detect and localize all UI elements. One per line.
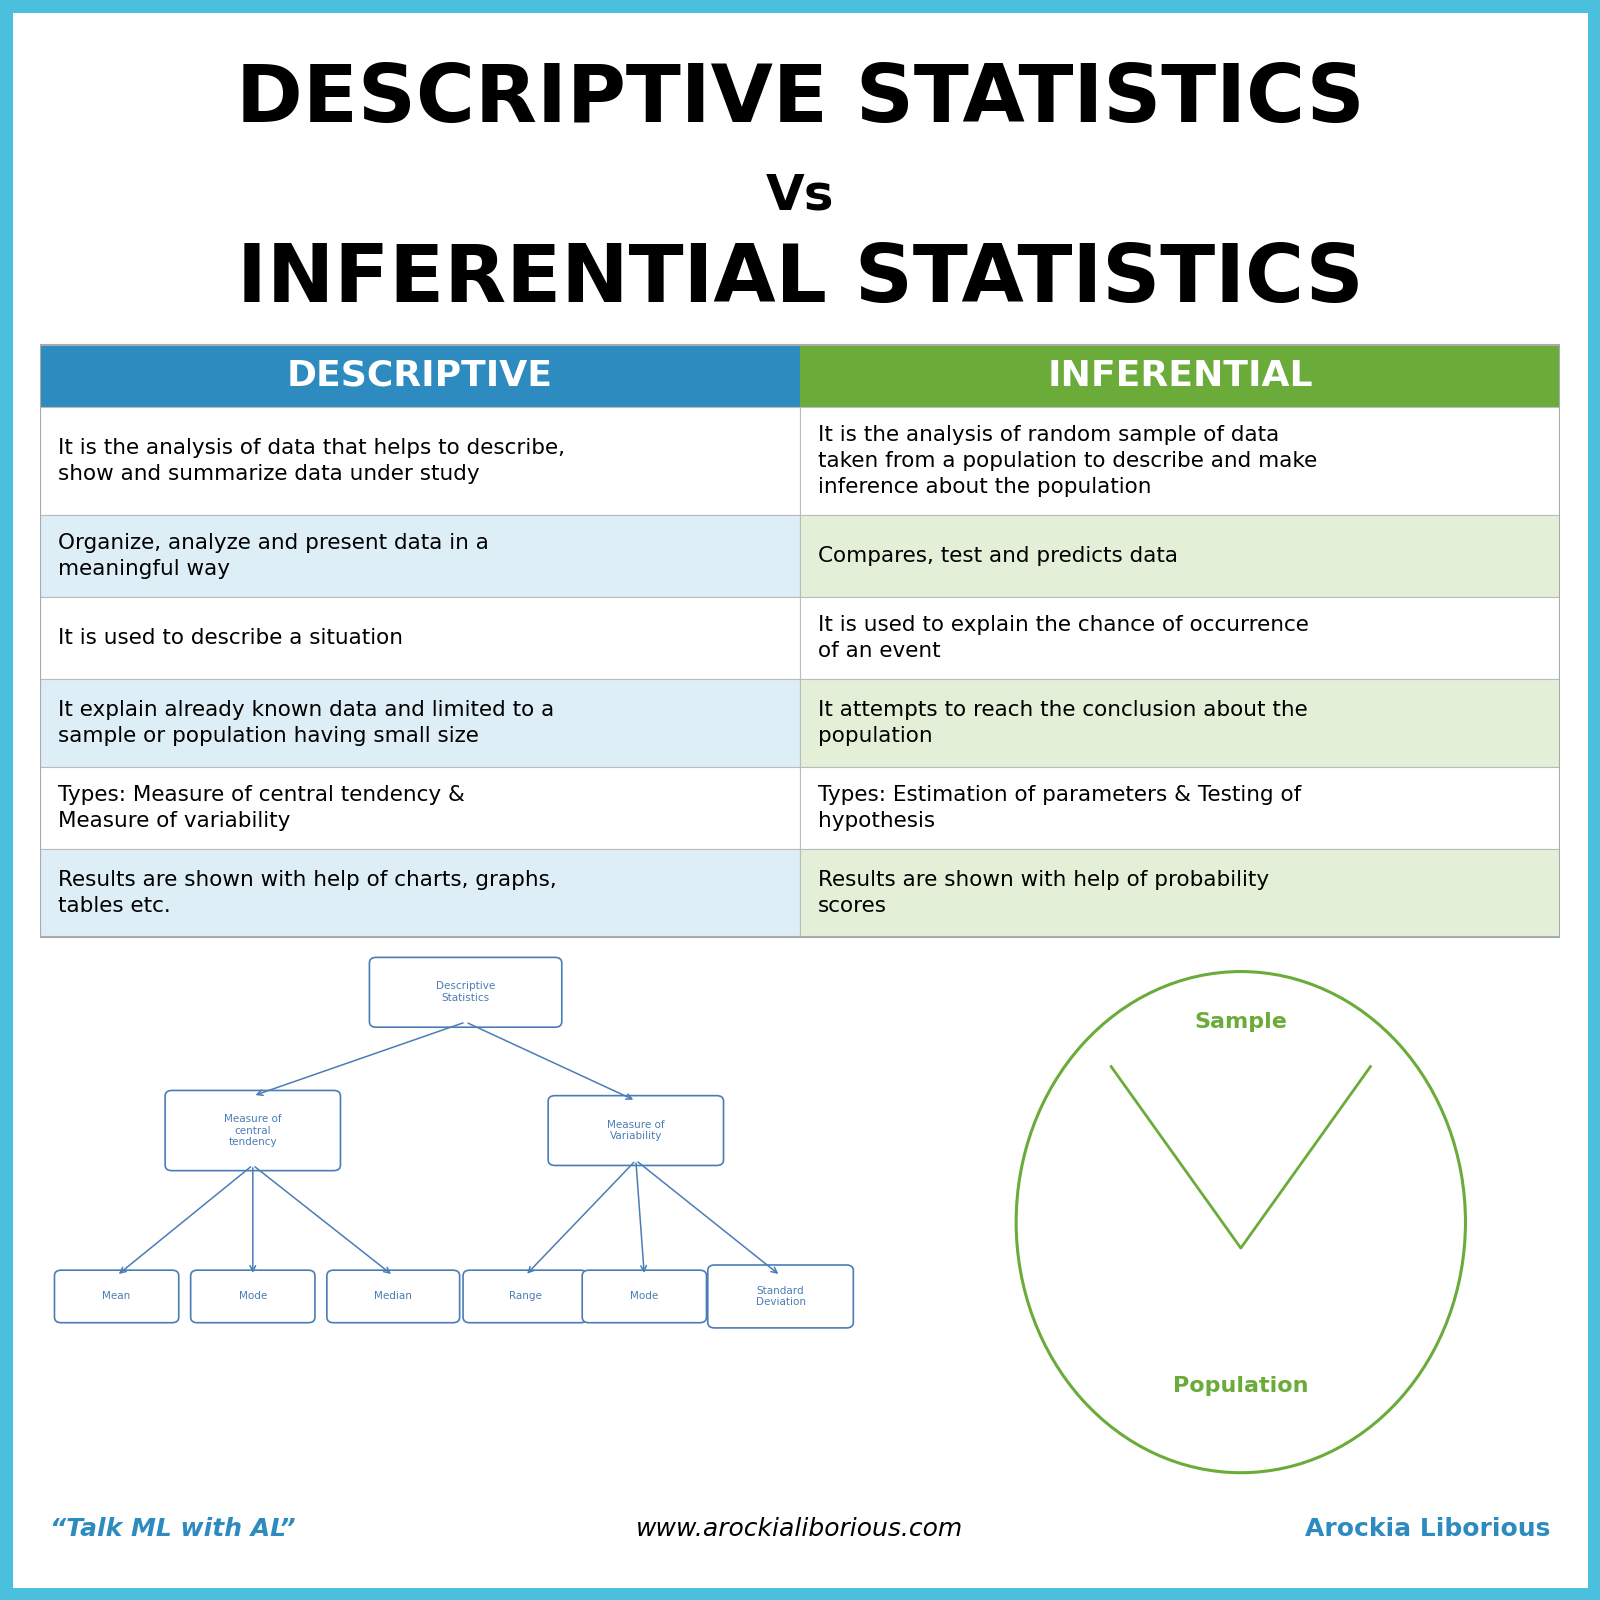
- Text: Results are shown with help of charts, graphs,
tables etc.: Results are shown with help of charts, g…: [58, 870, 557, 915]
- Text: Types: Estimation of parameters & Testing of
hypothesis: Types: Estimation of parameters & Testin…: [818, 786, 1301, 830]
- Text: It is the analysis of data that helps to describe,
show and summarize data under: It is the analysis of data that helps to…: [58, 438, 565, 483]
- Bar: [40, 678, 800, 766]
- Text: Organize, analyze and present data in a
meaningful way: Organize, analyze and present data in a …: [58, 533, 490, 579]
- Text: Range: Range: [509, 1291, 542, 1301]
- Text: Population: Population: [1173, 1376, 1309, 1397]
- Text: It attempts to reach the conclusion about the
population: It attempts to reach the conclusion abou…: [818, 701, 1307, 746]
- Text: Mode: Mode: [238, 1291, 267, 1301]
- Text: Compares, test and predicts data: Compares, test and predicts data: [818, 546, 1178, 566]
- Bar: [40, 515, 800, 597]
- Bar: [40, 346, 800, 406]
- FancyBboxPatch shape: [707, 1266, 853, 1328]
- Text: It is the analysis of random sample of data
taken from a population to describe : It is the analysis of random sample of d…: [818, 426, 1317, 496]
- Text: Measure of
Variability: Measure of Variability: [606, 1120, 664, 1141]
- FancyBboxPatch shape: [165, 1091, 341, 1171]
- FancyBboxPatch shape: [190, 1270, 315, 1323]
- Bar: [40, 597, 800, 678]
- Bar: [800, 597, 1560, 678]
- Bar: [800, 766, 1560, 850]
- Bar: [800, 515, 1560, 597]
- Text: Median: Median: [374, 1291, 413, 1301]
- Text: It is used to explain the chance of occurrence
of an event: It is used to explain the chance of occu…: [818, 616, 1309, 661]
- Text: Arockia Liborious: Arockia Liborious: [1304, 1517, 1550, 1541]
- Text: INFERENTIAL: INFERENTIAL: [1048, 358, 1312, 394]
- Text: Vs: Vs: [766, 171, 834, 219]
- Bar: [800, 406, 1560, 515]
- Bar: [40, 850, 800, 938]
- Text: Types: Measure of central tendency &
Measure of variability: Types: Measure of central tendency & Mea…: [58, 786, 466, 830]
- FancyBboxPatch shape: [54, 1270, 179, 1323]
- FancyBboxPatch shape: [549, 1096, 723, 1165]
- Text: Mode: Mode: [630, 1291, 659, 1301]
- Bar: [40, 406, 800, 515]
- Bar: [800, 678, 1560, 766]
- Bar: [800, 346, 1560, 406]
- Text: DESCRIPTIVE STATISTICS: DESCRIPTIVE STATISTICS: [235, 61, 1365, 139]
- Text: Measure of
central
tendency: Measure of central tendency: [224, 1114, 282, 1147]
- Bar: [40, 346, 1560, 938]
- Text: Descriptive
Statistics: Descriptive Statistics: [435, 981, 496, 1003]
- FancyBboxPatch shape: [326, 1270, 459, 1323]
- FancyBboxPatch shape: [582, 1270, 707, 1323]
- Text: Results are shown with help of probability
scores: Results are shown with help of probabili…: [818, 870, 1269, 915]
- Text: It explain already known data and limited to a
sample or population having small: It explain already known data and limite…: [58, 701, 554, 746]
- Text: DESCRIPTIVE: DESCRIPTIVE: [286, 358, 554, 394]
- Text: www.arockialiborious.com: www.arockialiborious.com: [637, 1517, 963, 1541]
- Text: Sample: Sample: [1194, 1013, 1288, 1032]
- Bar: [40, 766, 800, 850]
- FancyBboxPatch shape: [370, 957, 562, 1027]
- FancyBboxPatch shape: [462, 1270, 587, 1323]
- Text: INFERENTIAL STATISTICS: INFERENTIAL STATISTICS: [237, 242, 1363, 318]
- Text: “Talk ML with AL”: “Talk ML with AL”: [50, 1517, 296, 1541]
- Text: It is used to describe a situation: It is used to describe a situation: [58, 627, 403, 648]
- Text: Mean: Mean: [102, 1291, 131, 1301]
- Bar: [800, 850, 1560, 938]
- Text: Standard
Deviation: Standard Deviation: [755, 1286, 805, 1307]
